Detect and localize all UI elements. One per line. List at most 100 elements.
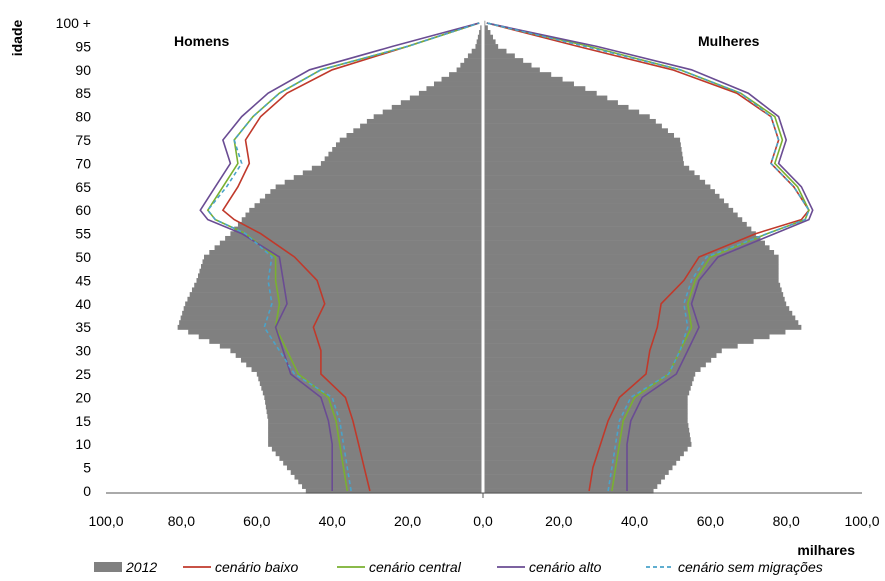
y-tick-label-16: 80 [75,109,91,125]
bar-homens-age-37 [180,315,483,321]
legend-label-cenario_alto: cenário alto [529,559,602,575]
bar-homens-age-15 [268,418,483,424]
x-tick-label-10: 100,0 [844,513,879,529]
bar-mulheres-age-69 [483,165,690,171]
bar-homens-age-39 [183,306,484,312]
bar-mulheres-age-27 [483,362,706,368]
bar-mulheres-age-40 [483,301,787,307]
cenario_baixo-mulheres-line [486,22,810,492]
bar-homens-age-11 [268,437,483,443]
bar-mulheres-age-65 [483,184,711,190]
bar-homens-age-65 [275,184,483,190]
bar-homens-age-64 [270,189,483,195]
bar-mulheres-age-60 [483,207,734,213]
bar-mulheres-age-90 [483,67,540,73]
bar-homens-age-98 [479,30,483,35]
bar-homens-age-85 [418,90,483,96]
bar-homens-age-7 [279,455,483,461]
bar-homens-age-43 [191,287,483,293]
bar-mulheres-age-57 [483,221,747,227]
bar-mulheres-age-17 [483,409,688,415]
bar-mulheres-age-62 [483,198,725,204]
cenario_alto-homens-line [199,22,480,491]
bar-mulheres-age-15 [483,418,688,424]
bar-homens-age-33 [198,334,483,340]
bar-mulheres-age-47 [483,268,779,274]
bar-mulheres-age-70 [483,161,684,167]
bar-homens-age-54 [225,235,483,241]
bar-mulheres-age-20 [483,395,688,401]
bar-homens-age-77 [353,128,483,134]
y-tick-label-0: 0 [83,483,91,499]
bar-mulheres-age-72 [483,151,683,157]
bar-homens-age-18 [265,404,483,410]
bar-homens-age-8 [275,451,483,457]
bar-mulheres-age-25 [483,371,696,377]
bar-mulheres-age-75 [483,137,681,143]
bar-mulheres-age-42 [483,292,784,298]
bar-homens-age-79 [366,118,483,124]
legend-swatch-bars [94,562,122,572]
bar-homens-age-87 [433,81,483,87]
y-tick-label-9: 45 [75,272,91,288]
bar-mulheres-age-5 [483,465,673,471]
bar-mulheres-age-79 [483,118,656,124]
bar-homens-age-56 [234,226,483,232]
bar-mulheres-age-87 [483,81,574,87]
bar-homens-age-46 [197,273,483,279]
bar-homens-age-14 [268,423,483,429]
bar-mulheres-age-32 [483,338,754,344]
y-tick-label-18: 90 [75,62,91,78]
bar-homens-age-44 [194,282,483,288]
y-tick-label-15: 75 [75,132,91,148]
bar-mulheres-age-78 [483,123,662,129]
bar-homens-age-23 [259,381,483,386]
bar-homens-age-10 [268,441,483,447]
bar-mulheres-age-94 [483,48,507,54]
bar-mulheres-age-77 [483,128,668,134]
mulheres-label: Mulheres [698,33,760,49]
bar-homens-age-40 [185,301,484,307]
bar-mulheres-age-55 [483,231,756,237]
bar-homens-age-55 [230,231,483,237]
bar-homens-age-81 [382,109,483,115]
bar-homens-age-42 [189,292,483,298]
bar-homens-age-13 [268,427,483,433]
bar-homens-age-57 [237,221,483,227]
bar-homens-age-5 [286,465,483,471]
bar-homens-age-76 [346,133,483,138]
bar-mulheres-age-38 [483,310,793,316]
bar-homens-age-61 [254,203,483,209]
bar-mulheres-age-56 [483,226,752,232]
y-tick-label-10: 50 [75,249,91,265]
y-tick-label-13: 65 [75,179,91,195]
bar-mulheres-age-7 [483,455,681,461]
bar-mulheres-age-63 [483,193,720,199]
bar-mulheres-age-86 [483,86,586,92]
bar-mulheres-age-68 [483,170,695,176]
bar-mulheres-age-51 [483,250,775,255]
bar-homens-age-70 [320,161,483,167]
y-tick-label-5: 25 [75,366,91,382]
x-tick-label-5: 0,0 [473,513,493,529]
bar-homens-age-75 [339,137,483,143]
bar-homens-age-60 [249,207,483,213]
x-tick-label-3: 40,0 [319,513,346,529]
bar-mulheres-age-98 [483,30,491,35]
cenario_sem_migracoes-mulheres-line [486,22,810,492]
bar-homens-age-21 [262,390,483,396]
bar-homens-age-24 [258,376,483,382]
legend: 2012 cenário baixo cenário central cenário … [94,559,823,575]
y-axis-label: idade [9,20,25,57]
bar-mulheres-age-12 [483,432,690,438]
bar-mulheres-age-95 [483,44,499,50]
y-tick-label-20: 100 + [56,15,91,31]
y-tick-label-12: 60 [75,202,91,218]
bar-mulheres-age-36 [483,320,799,326]
bar-homens-age-3 [294,474,483,480]
bar-homens-age-29 [235,352,483,358]
bar-homens-age-86 [426,86,483,92]
bar-homens-age-38 [182,310,484,316]
bar-homens-age-36 [179,320,483,326]
bar-homens-age-69 [311,165,483,171]
